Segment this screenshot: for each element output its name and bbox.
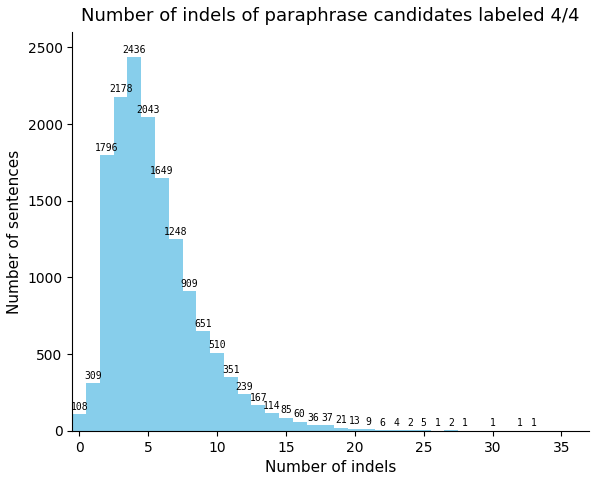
Bar bbox=[321, 425, 334, 431]
Bar bbox=[252, 405, 265, 431]
Text: 2043: 2043 bbox=[136, 105, 160, 115]
Bar bbox=[72, 414, 86, 431]
Text: 309: 309 bbox=[84, 371, 102, 381]
Bar bbox=[210, 352, 224, 431]
Bar bbox=[196, 331, 210, 431]
Text: 167: 167 bbox=[250, 393, 267, 403]
Bar bbox=[348, 429, 362, 431]
Text: 6: 6 bbox=[380, 417, 385, 428]
Text: 2: 2 bbox=[407, 418, 413, 428]
Text: 5: 5 bbox=[421, 418, 427, 428]
Text: 108: 108 bbox=[70, 402, 88, 412]
Bar bbox=[306, 425, 321, 431]
Bar bbox=[128, 57, 141, 431]
Bar bbox=[334, 428, 348, 431]
Text: 1248: 1248 bbox=[164, 227, 187, 237]
Bar bbox=[169, 240, 182, 431]
Text: 13: 13 bbox=[349, 416, 361, 427]
Bar bbox=[279, 418, 293, 431]
Text: 2436: 2436 bbox=[123, 45, 146, 55]
Text: 37: 37 bbox=[321, 413, 333, 423]
Bar bbox=[182, 292, 196, 431]
Text: 4: 4 bbox=[393, 418, 399, 428]
Text: 1649: 1649 bbox=[150, 166, 173, 175]
Bar bbox=[86, 383, 100, 431]
Bar bbox=[224, 377, 238, 431]
Text: 21: 21 bbox=[335, 415, 347, 425]
Text: 114: 114 bbox=[263, 401, 281, 411]
Text: 85: 85 bbox=[280, 405, 292, 415]
Text: 2: 2 bbox=[448, 418, 454, 428]
Text: 1: 1 bbox=[434, 418, 440, 428]
Text: 1: 1 bbox=[462, 418, 468, 428]
Bar bbox=[114, 97, 128, 431]
Bar bbox=[417, 430, 430, 431]
Text: 239: 239 bbox=[236, 382, 253, 392]
Y-axis label: Number of sentences: Number of sentences bbox=[7, 149, 22, 314]
Text: 2178: 2178 bbox=[109, 84, 132, 94]
Text: 1: 1 bbox=[490, 418, 495, 428]
Text: 1: 1 bbox=[517, 418, 523, 428]
Text: 651: 651 bbox=[194, 319, 212, 329]
Bar bbox=[141, 118, 155, 431]
Bar bbox=[265, 413, 279, 431]
Text: 1: 1 bbox=[531, 418, 537, 428]
Text: 60: 60 bbox=[294, 409, 306, 419]
Bar bbox=[362, 429, 375, 431]
Bar bbox=[293, 422, 306, 431]
Text: 351: 351 bbox=[222, 365, 240, 375]
Bar bbox=[100, 155, 114, 431]
Text: 9: 9 bbox=[366, 417, 371, 427]
Text: 1796: 1796 bbox=[95, 143, 119, 153]
Bar bbox=[389, 430, 403, 431]
Text: 36: 36 bbox=[308, 413, 319, 423]
X-axis label: Number of indels: Number of indels bbox=[265, 460, 396, 475]
Title: Number of indels of paraphrase candidates labeled 4/4: Number of indels of paraphrase candidate… bbox=[82, 7, 580, 25]
Text: 510: 510 bbox=[208, 340, 226, 350]
Text: 909: 909 bbox=[181, 279, 198, 289]
Bar bbox=[238, 394, 252, 431]
Bar bbox=[375, 430, 389, 431]
Bar bbox=[155, 178, 169, 431]
